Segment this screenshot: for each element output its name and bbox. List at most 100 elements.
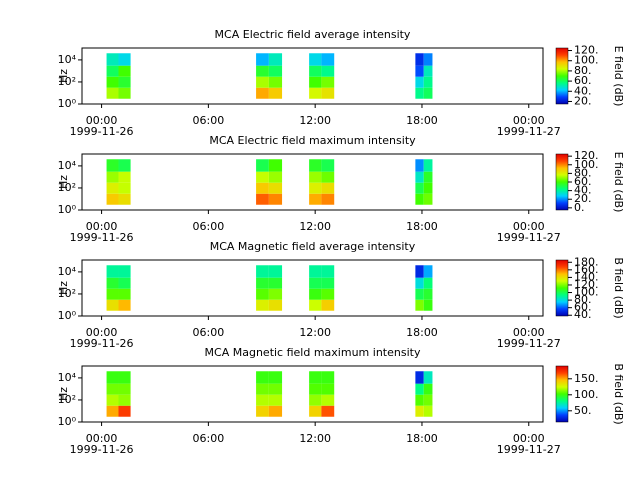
heatmap-cell — [415, 182, 424, 194]
colorbar-label: E field (dB) — [612, 152, 625, 213]
heatmap-cell — [415, 171, 424, 183]
colorbar-tick-label: 180. — [574, 255, 599, 268]
heatmap-cell — [106, 76, 119, 88]
colorbar-tick-label: 60. — [574, 74, 592, 87]
heatmap-cell — [309, 87, 322, 99]
x-tick-label: 00:00 — [86, 326, 118, 339]
heatmap-cell — [321, 265, 335, 278]
heatmap-cell — [268, 265, 283, 278]
x-tick-label: 06:00 — [193, 326, 225, 339]
x-date-label: 1999-11-26 — [70, 231, 134, 244]
heatmap-cell — [423, 76, 433, 88]
y-tick-label: 10⁴ — [58, 53, 77, 66]
y-tick-label: 10⁰ — [58, 309, 77, 322]
heatmap-cell — [106, 171, 119, 183]
x-date-label: 1999-11-27 — [497, 443, 561, 456]
heatmap-cell — [106, 193, 119, 205]
x-tick-label: 06:00 — [193, 114, 225, 127]
chart-title: MCA Magnetic field average intensity — [210, 240, 416, 253]
heatmap-cell — [415, 87, 424, 99]
y-tick-label: 10⁰ — [58, 97, 77, 110]
x-tick-label: 00:00 — [513, 220, 545, 233]
heatmap-cell — [106, 394, 119, 406]
heatmap-cell — [321, 299, 335, 311]
y-tick-label: 10² — [58, 181, 76, 194]
x-tick-label: 06:00 — [193, 432, 225, 445]
colorbar-tick-label: 40. — [574, 308, 592, 321]
colorbar-tick-label: 100. — [574, 54, 599, 67]
heatmap-cell — [309, 383, 322, 395]
heatmap-cell — [106, 299, 119, 311]
heatmap-cell — [415, 288, 424, 300]
heatmap-cell — [268, 182, 283, 194]
heatmap-cell — [423, 171, 433, 183]
x-tick-label: 18:00 — [406, 114, 438, 127]
x-date-label: 1999-11-26 — [70, 125, 134, 138]
heatmap-cell — [118, 65, 131, 77]
heatmap-cell — [309, 371, 322, 384]
heatmap-cell — [268, 394, 283, 406]
colorbar-tick-label: 60. — [574, 301, 592, 314]
colorbar-tick-label: 100. — [574, 286, 599, 299]
colorbar-tick-label: 150. — [574, 372, 599, 385]
x-tick-label: 06:00 — [193, 220, 225, 233]
x-tick-label: 12:00 — [299, 432, 331, 445]
heatmap-cell — [118, 265, 131, 278]
x-tick-label: 00:00 — [86, 114, 118, 127]
heatmap-cell — [118, 171, 131, 183]
heatmap-cell — [415, 159, 424, 172]
heatmap-cell — [321, 405, 335, 417]
colorbar-tick-label: 40. — [574, 184, 592, 197]
heatmap-cell — [268, 383, 283, 395]
heatmap-cell — [415, 53, 424, 66]
heatmap-cell — [268, 87, 283, 99]
heatmap-cell — [256, 371, 269, 384]
heatmap-cell — [256, 265, 269, 278]
heatmap-cell — [118, 193, 131, 205]
heatmap-cell — [118, 371, 131, 384]
y-axis-label: Hz — [57, 387, 70, 401]
colorbar-tick-label: 140. — [574, 270, 599, 283]
x-tick-label: 00:00 — [86, 220, 118, 233]
heatmap-cell — [256, 159, 269, 172]
x-tick-label: 00:00 — [513, 432, 545, 445]
heatmap-cell — [309, 76, 322, 88]
colorbar — [555, 153, 569, 211]
heatmap-cell — [106, 288, 119, 300]
heatmap-cell — [321, 182, 335, 194]
heatmap-cell — [268, 193, 283, 205]
heatmap-cell — [256, 171, 269, 183]
heatmap-cell — [415, 394, 424, 406]
heatmap-cell — [423, 159, 433, 172]
x-tick-label: 12:00 — [299, 326, 331, 339]
heatmap-cell — [423, 87, 433, 99]
colorbar-tick-label: 20. — [574, 192, 592, 205]
axes-frame — [81, 259, 544, 317]
heatmap-cell — [118, 182, 131, 194]
heatmap-cell — [256, 76, 269, 88]
x-tick-label: 18:00 — [406, 432, 438, 445]
x-tick-label: 00:00 — [86, 432, 118, 445]
heatmap-cell — [321, 193, 335, 205]
heatmap-cell — [415, 277, 424, 289]
heatmap-cell — [256, 87, 269, 99]
axes-frame — [81, 47, 544, 105]
x-date-label: 1999-11-27 — [497, 125, 561, 138]
heatmap-cell — [268, 171, 283, 183]
x-date-label: 1999-11-27 — [497, 231, 561, 244]
colorbar-tick-label: 20. — [574, 94, 592, 107]
heatmap-cell — [309, 405, 322, 417]
colorbar-tick-label: 120. — [574, 278, 599, 291]
heatmap-cell — [268, 159, 283, 172]
heatmap-cell — [423, 299, 433, 311]
heatmap-cell — [309, 65, 322, 77]
heatmap-cell — [309, 53, 322, 66]
y-tick-label: 10⁴ — [58, 371, 77, 384]
chart-title: MCA Electric field average intensity — [215, 28, 411, 41]
heatmap-cell — [256, 383, 269, 395]
heatmap-cell — [256, 299, 269, 311]
heatmap-cell — [256, 65, 269, 77]
y-tick-label: 10² — [58, 393, 76, 406]
heatmap-cell — [106, 65, 119, 77]
y-axis-label: Hz — [57, 175, 70, 189]
